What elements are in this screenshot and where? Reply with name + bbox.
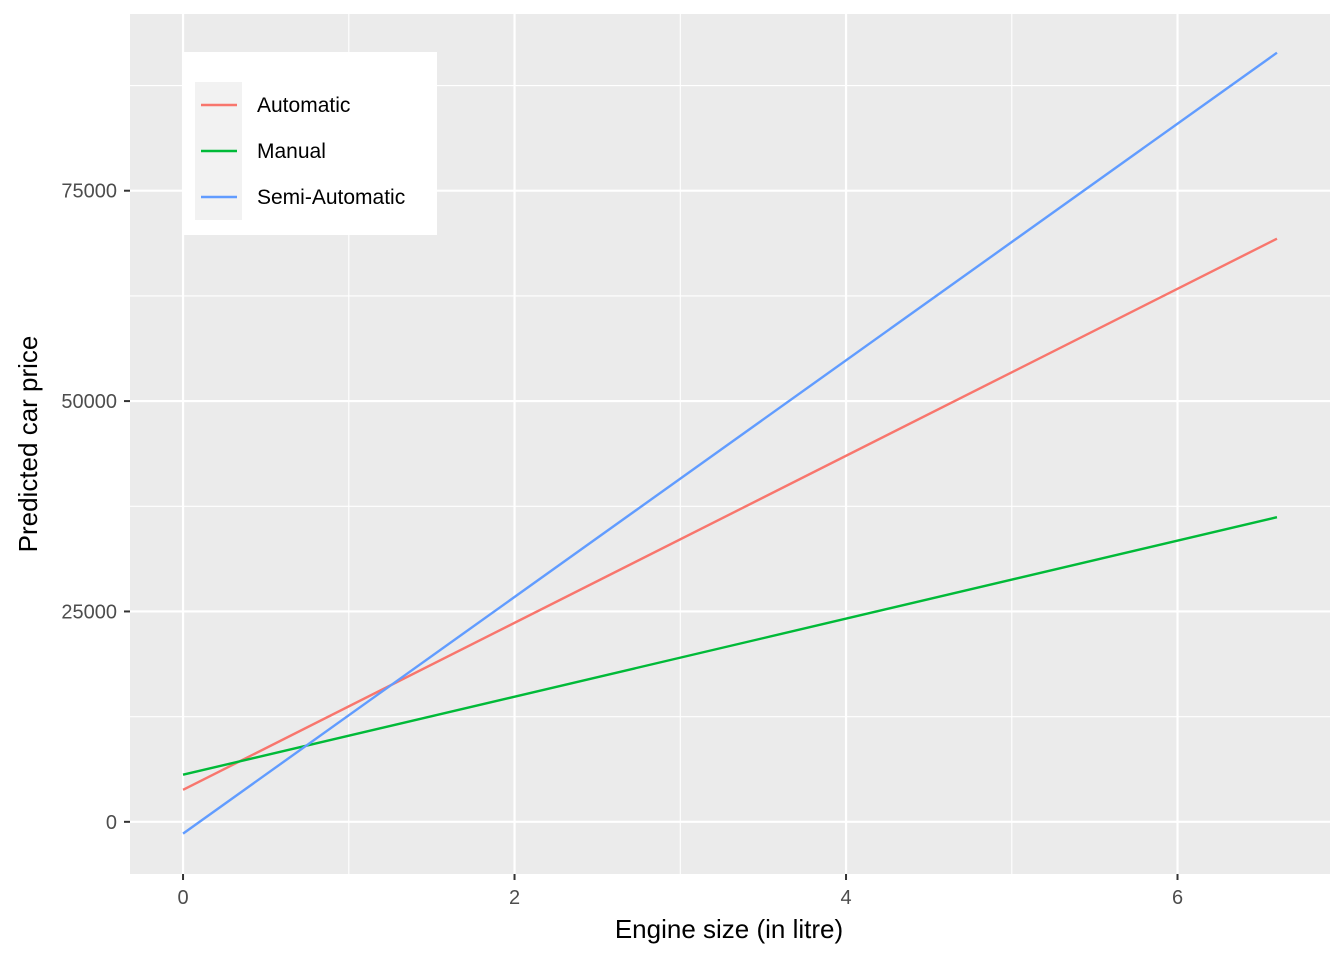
legend-label-semi-automatic: Semi-Automatic xyxy=(257,186,405,209)
y-axis-title: Predicted car price xyxy=(13,336,43,553)
axis-ticks xyxy=(124,189,1179,880)
x-tick-label: 6 xyxy=(1172,887,1183,909)
legend: Automatic Manual Semi-Automatic xyxy=(183,52,437,235)
x-tick-label: 2 xyxy=(509,887,520,909)
y-tick-label: 0 xyxy=(106,812,117,834)
y-tick-label: 75000 xyxy=(61,181,117,203)
series-lines xyxy=(182,51,1278,835)
x-tick-label: 4 xyxy=(840,887,851,909)
x-tick-label: 0 xyxy=(177,887,188,909)
series-line-manual xyxy=(182,516,1278,776)
y-tick-label: 50000 xyxy=(61,391,117,413)
x-axis-title: Engine size (in litre) xyxy=(615,914,843,944)
y-tick-label: 25000 xyxy=(61,601,117,623)
legend-label-manual: Manual xyxy=(257,140,326,163)
series-line-automatic xyxy=(182,237,1278,791)
series-line-semi-automatic xyxy=(182,51,1278,835)
tick-labels: 0 2 4 6 0 25000 50000 75000 xyxy=(61,181,1183,909)
legend-label-automatic: Automatic xyxy=(257,94,350,117)
